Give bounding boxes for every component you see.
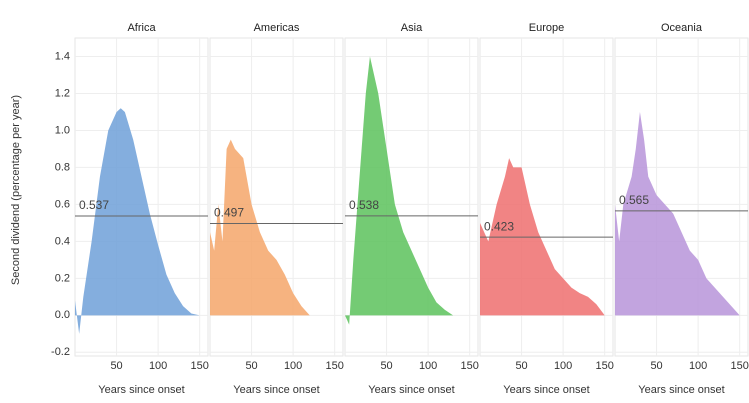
area	[615, 111, 740, 316]
y-tick-label: 0.6	[55, 198, 70, 210]
y-tick-label: 1.0	[55, 124, 70, 136]
x-tick-label: 50	[245, 360, 257, 372]
x-tick-label: 150	[731, 360, 749, 372]
panel-title: Europe	[529, 22, 564, 34]
x-tick-label: 100	[149, 360, 167, 372]
x-tick-label: 150	[191, 360, 209, 372]
mean-label: 0.538	[349, 198, 379, 212]
panel-title: Oceania	[661, 22, 703, 34]
y-tick-label: 1.4	[55, 50, 70, 62]
mean-label: 0.565	[619, 193, 649, 207]
area	[75, 108, 200, 334]
x-tick-label: 150	[326, 360, 344, 372]
x-tick-label: 100	[284, 360, 302, 372]
y-tick-label: 0.8	[55, 161, 70, 173]
x-axis-label: Years since onset	[503, 384, 589, 396]
panel-title: Americas	[254, 22, 300, 34]
mean-label: 0.497	[214, 206, 244, 220]
panel-title: Asia	[401, 22, 423, 34]
x-tick-label: 100	[554, 360, 572, 372]
x-tick-label: 50	[380, 360, 392, 372]
x-axis-label: Years since onset	[233, 384, 319, 396]
x-tick-label: 150	[596, 360, 614, 372]
x-tick-label: 100	[419, 360, 437, 372]
x-tick-label: 150	[461, 360, 479, 372]
x-tick-label: 50	[650, 360, 662, 372]
area	[480, 158, 605, 316]
area	[210, 139, 310, 316]
y-tick-label: 0.2	[55, 272, 70, 284]
y-tick-label: -0.2	[51, 346, 70, 358]
x-tick-label: 100	[689, 360, 707, 372]
y-axis-label: Second dividend (percentage per year)	[10, 95, 22, 285]
area	[345, 56, 454, 325]
mean-label: 0.423	[484, 219, 514, 233]
y-tick-label: 0.4	[55, 235, 70, 247]
x-axis-label: Years since onset	[638, 384, 724, 396]
y-tick-label: 0.0	[55, 309, 70, 321]
x-tick-label: 50	[110, 360, 122, 372]
x-axis-label: Years since onset	[368, 384, 454, 396]
x-axis-label: Years since onset	[98, 384, 184, 396]
mean-label: 0.537	[79, 198, 109, 212]
x-tick-label: 50	[515, 360, 527, 372]
panel-title: Africa	[127, 22, 156, 34]
y-tick-label: 1.2	[55, 87, 70, 99]
